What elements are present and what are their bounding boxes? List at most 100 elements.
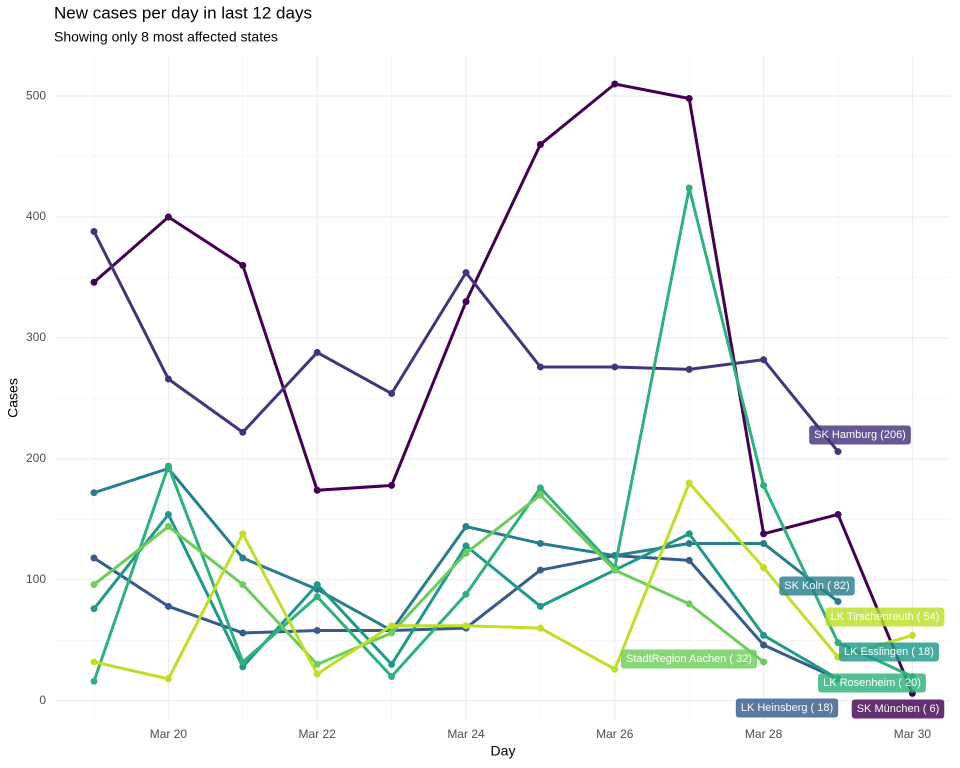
tag-label: StadtRegion Aachen ( 32) (626, 653, 752, 665)
data-point (685, 365, 693, 373)
x-tick-label: Mar 30 (894, 727, 932, 741)
data-point (462, 542, 470, 550)
data-point (834, 510, 842, 518)
data-point (239, 658, 247, 666)
x-tick-label: Mar 22 (299, 727, 337, 741)
tag-label: SK Hamburg (206) (814, 429, 906, 441)
tag-label: SK München ( 6) (857, 703, 940, 715)
data-point (388, 660, 396, 668)
data-point (90, 677, 98, 685)
tag-box (621, 649, 757, 669)
x-tick-label: Mar 26 (596, 727, 634, 741)
data-point (164, 213, 172, 221)
data-point (611, 80, 619, 88)
series-line (93, 82, 914, 694)
data-point (313, 348, 321, 356)
data-point (834, 448, 842, 456)
data-point (164, 675, 172, 683)
data-point (239, 663, 247, 671)
data-point (536, 491, 544, 499)
series-tag: LK Tirschenreuth ( 54) (825, 607, 945, 627)
data-point (90, 581, 98, 589)
data-point (462, 298, 470, 306)
series-tag: LK Esslingen ( 18) (839, 642, 939, 662)
data-point (760, 631, 768, 639)
data-point (239, 530, 247, 538)
data-point (685, 479, 693, 487)
data-point (685, 539, 693, 547)
data-point (611, 566, 619, 574)
data-point (388, 481, 396, 489)
series-tag: SK Hamburg (206) (809, 425, 911, 445)
data-point (536, 363, 544, 371)
y-tick-label: 100 (26, 572, 46, 586)
data-point (536, 484, 544, 492)
data-point (90, 489, 98, 497)
data-point (164, 602, 172, 610)
data-point (164, 523, 172, 531)
tag-box (825, 607, 945, 627)
data-point (536, 624, 544, 632)
data-point (611, 665, 619, 673)
data-point (462, 622, 470, 630)
data-point (90, 554, 98, 562)
data-point (90, 658, 98, 666)
x-tick-label: Mar 20 (150, 727, 188, 741)
data-point (462, 523, 470, 531)
data-point (685, 95, 693, 103)
data-point (239, 554, 247, 562)
y-tick-label: 500 (26, 88, 46, 102)
data-point (388, 672, 396, 680)
data-point (834, 598, 842, 606)
tag-box (779, 576, 855, 596)
data-point (536, 602, 544, 610)
tag-label: LK Esslingen ( 18) (844, 646, 934, 658)
x-tick-label: Mar 28 (745, 727, 783, 741)
data-point (313, 581, 321, 589)
tag-box (839, 642, 939, 662)
data-point (536, 566, 544, 574)
data-point (313, 660, 321, 668)
y-axis-label: Cases (5, 378, 21, 418)
data-point (685, 600, 693, 608)
tag-box (809, 425, 911, 445)
tag-box (735, 698, 839, 718)
data-point (760, 530, 768, 538)
y-tick-label: 200 (26, 451, 46, 465)
data-point (164, 462, 172, 470)
data-point (90, 228, 98, 236)
series-line (93, 493, 765, 666)
data-point (313, 593, 321, 601)
data-point (760, 641, 768, 649)
chart-title: New cases per day in last 12 days (54, 3, 312, 22)
data-point (760, 658, 768, 666)
series-tag: SK Koln ( 82) (779, 576, 855, 596)
data-point (164, 510, 172, 518)
data-point (90, 278, 98, 286)
data-point (313, 670, 321, 678)
series-tag: SK München ( 6) (851, 699, 945, 719)
data-point (685, 530, 693, 538)
data-point (239, 428, 247, 436)
series-line (93, 481, 913, 681)
tag-label: LK Rosenheim ( 20) (823, 677, 921, 689)
data-point (760, 481, 768, 489)
y-tick-label: 300 (26, 330, 46, 344)
data-point (611, 363, 619, 371)
data-point (239, 581, 247, 589)
data-point (388, 390, 396, 398)
data-point (239, 261, 247, 269)
tag-label: SK Koln ( 82) (784, 580, 849, 592)
x-tick-label: Mar 24 (447, 727, 485, 741)
series-tag: StadtRegion Aachen ( 32) (621, 649, 757, 669)
tag-label: LK Tirschenreuth ( 54) (831, 611, 940, 623)
data-point (90, 605, 98, 613)
x-axis-label: Day (491, 743, 516, 759)
data-point (388, 629, 396, 637)
y-tick-label: 0 (39, 693, 46, 707)
data-point (685, 556, 693, 564)
tag-box (851, 699, 945, 719)
data-point (685, 184, 693, 192)
chart-subtitle: Showing only 8 most affected states (54, 29, 278, 45)
tag-label: LK Heinsberg ( 18) (741, 702, 833, 714)
